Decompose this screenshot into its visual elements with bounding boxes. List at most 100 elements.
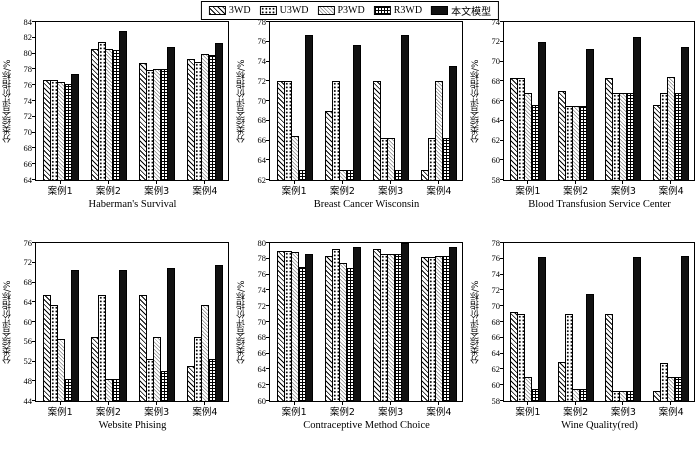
y-tick-mark <box>32 340 36 342</box>
bar-本文模型 <box>352 246 361 401</box>
legend-label: 本文模型 <box>451 7 492 18</box>
y-tick-mark <box>500 179 504 180</box>
y-tick-mark <box>266 273 270 275</box>
y-tick-mark <box>266 80 270 82</box>
x-tick-label: 案例2 <box>95 186 121 197</box>
x-axis-labels: 案例1 案例2 案例3 案例4 <box>270 404 463 418</box>
y-tick-label: 70 <box>257 316 267 327</box>
checkerboard-swatch-icon <box>373 6 391 15</box>
x-tick-mark <box>622 401 624 405</box>
x-tick-mark <box>155 180 157 184</box>
bar-group-案例3 <box>366 243 414 401</box>
y-tick-mark <box>32 84 36 86</box>
x-tick-label: 案例3 <box>378 186 404 197</box>
legend-item-3WD: 3WD <box>208 5 251 16</box>
bar-本文模型 <box>680 256 689 401</box>
y-tick-mark <box>32 68 36 70</box>
y-tick-label: 74 <box>257 56 267 66</box>
bar-本文模型 <box>633 36 642 180</box>
bar-group-案例4 <box>414 243 462 401</box>
bar-本文模型 <box>680 46 689 180</box>
y-tick-label: 78 <box>491 237 501 248</box>
legend-label: P3WD <box>337 5 365 16</box>
legend-item-本文模型: 本文模型 <box>431 3 491 18</box>
x-tick-mark <box>669 180 671 184</box>
y-tick-mark <box>32 321 36 322</box>
y-axis-ticks: 58 60 62 64 66 68 70 72 74 <box>482 17 503 184</box>
x-tick-label: 案例1 <box>281 186 307 197</box>
y-tick-label: 74 <box>491 269 501 280</box>
y-tick-mark <box>266 139 270 141</box>
dots-swatch-icon <box>259 6 277 15</box>
y-tick-mark <box>266 159 270 161</box>
x-axis-labels: 案例1 案例2 案例3 案例4 <box>504 183 695 197</box>
bar-本文模型 <box>585 48 594 180</box>
y-tick-label: 66 <box>257 348 267 359</box>
y-tick-label: 76 <box>23 237 33 248</box>
chart-title: Wine Quality(red) <box>561 420 638 431</box>
bar-本文模型 <box>118 31 127 180</box>
y-tick-label: 44 <box>23 395 33 406</box>
bar-group-案例1 <box>36 22 84 180</box>
legend-item-U3WD: U3WD <box>259 5 308 16</box>
x-tick-label: 案例2 <box>563 186 589 197</box>
y-tick-label: 76 <box>257 36 267 47</box>
x-tick-mark <box>155 401 157 405</box>
x-tick-label: 案例1 <box>515 407 541 418</box>
y-tick-mark <box>32 179 36 180</box>
bar-本文模型 <box>118 270 127 401</box>
bar-P3WD <box>386 137 395 180</box>
bar-group-案例2 <box>318 22 366 180</box>
y-tick-label: 62 <box>491 363 501 374</box>
y-tick-mark <box>266 289 270 291</box>
y-tick-mark <box>32 301 36 303</box>
y-tick-label: 64 <box>257 154 267 165</box>
y-tick-mark <box>500 321 504 322</box>
y-tick-mark <box>266 352 270 354</box>
x-tick-mark <box>437 180 439 184</box>
y-tick-mark <box>32 242 36 243</box>
y-tick-label: 74 <box>257 284 267 295</box>
chart-main: 分类综合评价指标/% 58 60 62 64 66 68 70 72 74 76 78 <box>469 237 695 405</box>
chart-main: 分类综合评价指标/% 58 60 62 64 66 68 70 72 74 <box>469 17 695 184</box>
x-tick-mark <box>59 401 61 405</box>
bar-group-案例4 <box>414 22 462 180</box>
bar-本文模型 <box>70 74 79 180</box>
y-tick-mark <box>266 119 270 121</box>
x-tick-mark <box>389 180 391 184</box>
y-tick-label: 82 <box>23 32 33 43</box>
y-axis-ticks: 64 66 68 70 72 74 76 78 80 82 84 <box>14 17 35 184</box>
x-tick-label: 案例3 <box>610 186 636 197</box>
bar-group-案例3 <box>132 243 180 401</box>
y-tick-mark <box>500 60 504 62</box>
y-tick-mark <box>500 40 504 42</box>
y-tick-label: 76 <box>23 79 33 90</box>
y-tick-label: 78 <box>257 253 267 264</box>
x-tick-label: 案例2 <box>329 407 355 418</box>
x-tick-label: 案例4 <box>426 407 452 418</box>
x-tick-mark <box>574 401 576 405</box>
y-tick-label: 72 <box>257 300 267 311</box>
y-tick-label: 70 <box>257 95 267 106</box>
bar-本文模型 <box>304 34 313 180</box>
bar-本文模型 <box>448 246 457 401</box>
x-tick-label: 案例4 <box>426 186 452 197</box>
y-tick-label: 72 <box>23 257 33 268</box>
chart-wine-quality-red: 分类综合评价指标/% 58 60 62 64 66 68 70 72 74 76 78 案例1 案例2… <box>468 238 700 459</box>
chart-title: Contraceptive Method Choice <box>303 420 430 431</box>
bar-本文模型 <box>214 42 223 180</box>
y-tick-label: 64 <box>23 296 33 307</box>
y-tick-mark <box>500 400 504 401</box>
x-axis-labels: 案例1 案例2 案例3 案例4 <box>36 183 229 197</box>
chart-title: Website Phising <box>98 420 167 431</box>
bar-group-案例1 <box>504 243 552 401</box>
x-axis-labels: 案例1 案例2 案例3 案例4 <box>36 404 229 418</box>
bar-group-案例1 <box>504 22 552 180</box>
x-tick-label: 案例1 <box>515 186 541 197</box>
y-tick-mark <box>500 21 504 22</box>
y-tick-label: 60 <box>491 379 501 390</box>
y-tick-label: 58 <box>491 395 501 406</box>
y-tick-label: 66 <box>257 135 267 145</box>
y-tick-label: 60 <box>23 316 33 327</box>
bar-本文模型 <box>166 47 175 180</box>
